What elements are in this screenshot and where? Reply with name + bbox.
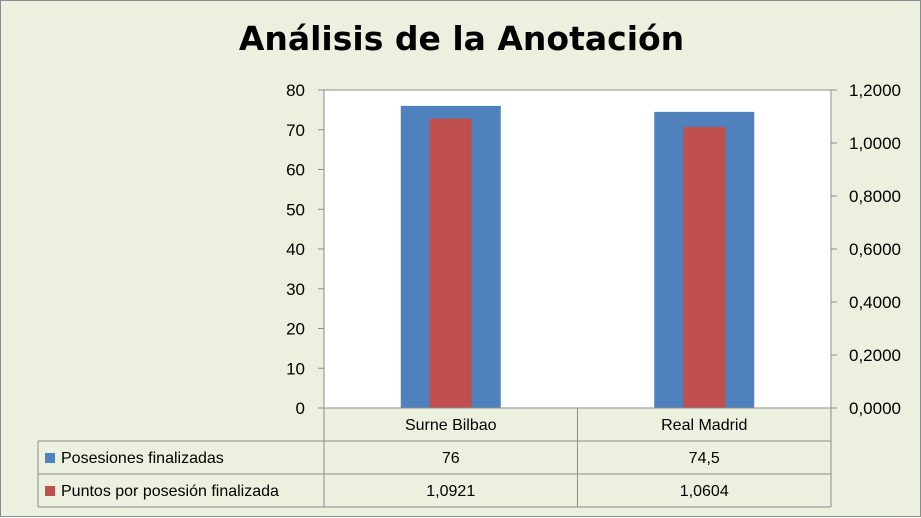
right-tick-label: 0,2000	[849, 346, 901, 365]
data-table-value: 1,0604	[680, 483, 729, 500]
right-tick-label: 1,0000	[849, 134, 901, 153]
data-table-value: 1,0921	[426, 483, 475, 500]
axes-layer: 0 10 20 30 40 50 60 70 80 0,0000 0,2000 0,4000 0,600…	[286, 81, 901, 418]
category-label: Surne Bilbao	[405, 417, 497, 434]
left-tick-label: 60	[286, 161, 305, 180]
left-tick-label: 40	[286, 240, 305, 259]
left-tick-label: 0	[296, 399, 305, 418]
legend-key	[45, 486, 55, 496]
legend-label: Posesiones finalizadas	[61, 450, 224, 467]
right-tick-label: 0,0000	[849, 399, 901, 418]
category-label: Real Madrid	[661, 417, 747, 434]
chart-title: Análisis de la Anotación	[238, 19, 685, 58]
right-tick-label: 0,6000	[849, 240, 901, 259]
left-tick-label: 70	[286, 121, 305, 140]
legend-key	[45, 453, 55, 463]
bar-puntos-0	[429, 118, 472, 408]
data-table-value: 76	[442, 450, 460, 467]
left-tick-label: 10	[286, 359, 305, 378]
plot-area	[323, 89, 832, 409]
right-tick-label: 0,8000	[849, 187, 901, 206]
left-tick-label: 50	[286, 200, 305, 219]
right-tick-label: 1,2000	[849, 81, 901, 100]
bars-layer	[400, 105, 755, 409]
bar-puntos-1	[683, 126, 726, 408]
data-table-value: 74,5	[689, 450, 720, 467]
legend-label: Puntos por posesión finalizada	[61, 483, 279, 500]
left-tick-label: 30	[286, 280, 305, 299]
data-table: Surne Bilbao Real Madrid Posesiones finali…	[37, 407, 832, 508]
left-tick-label: 20	[286, 320, 305, 339]
left-tick-label: 80	[286, 81, 305, 100]
right-tick-label: 0,4000	[849, 293, 901, 312]
